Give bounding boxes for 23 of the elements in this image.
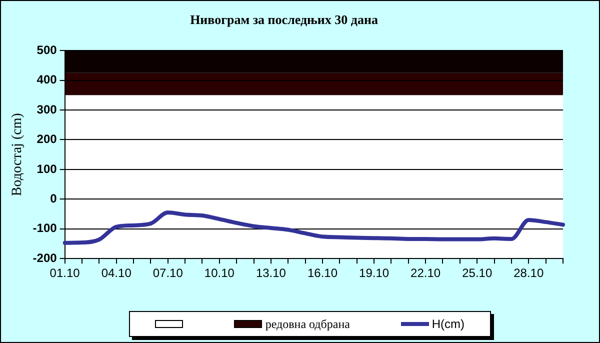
y-tick-label: 0 (50, 191, 58, 206)
x-tick-label: 13.10 (256, 266, 286, 280)
chart-title: Нивограм за последњих 30 дана (190, 12, 378, 28)
x-tick-label: 10.10 (204, 266, 235, 280)
y-tick-label: 400 (36, 72, 58, 87)
y-tick-label: 300 (36, 102, 58, 116)
y-tick-label: 500 (36, 42, 58, 57)
line-series (62, 210, 565, 245)
x-tick-label: 16.10 (307, 266, 338, 280)
x-tick-label: 07.10 (152, 266, 184, 280)
x-tick-label: 01.10 (50, 266, 80, 280)
x-tick-label: 25.10 (462, 266, 492, 280)
y-axis-title: Водостај (cm) (10, 112, 26, 196)
y-tick-label: 100 (36, 162, 58, 176)
y-tick-label: 200 (36, 132, 58, 146)
y-tick-label: -200 (32, 250, 58, 265)
x-tick-label: 22.10 (410, 266, 441, 280)
y-tick-label: -100 (32, 221, 58, 236)
x-tick-label: 04.10 (101, 266, 132, 280)
legend-label: H(cm) (432, 317, 465, 331)
x-tick-label: 19.10 (359, 266, 390, 280)
x-tick-label: 28.10 (514, 266, 544, 280)
legend-label: редовна одбрана (265, 316, 350, 332)
